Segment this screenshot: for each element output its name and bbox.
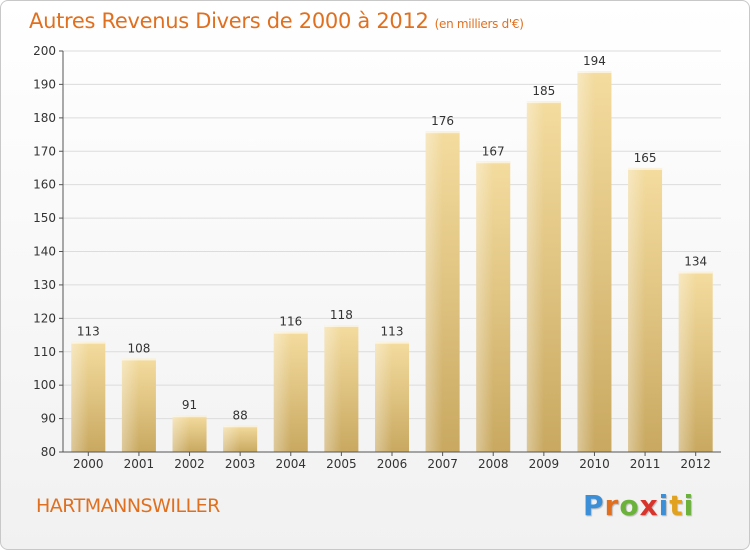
y-tick-label: 140: [33, 245, 56, 259]
logo-letter: i: [683, 489, 695, 522]
bar-highlight: [577, 71, 595, 453]
bar-highlight: [526, 101, 544, 452]
bar-top: [71, 341, 106, 344]
bar-highlight: [223, 425, 241, 452]
y-tick-label: 150: [33, 211, 56, 225]
y-tick-label: 200: [33, 44, 56, 58]
data-label: 167: [482, 144, 505, 158]
chart-title: Autres Revenus Divers de 2000 à 2012 (en …: [29, 9, 524, 33]
chart-subtitle: (en milliers d'€): [434, 17, 524, 31]
logo-letter: r: [604, 489, 620, 522]
data-label: 165: [634, 151, 657, 165]
proxiti-logo[interactable]: Proxiti: [583, 489, 694, 522]
bar-highlight: [678, 271, 696, 452]
x-tick-label: 2009: [529, 457, 560, 471]
bar-highlight: [375, 341, 392, 452]
data-label: 91: [182, 398, 197, 412]
y-tick-label: 190: [33, 77, 56, 91]
y-tick-label: 100: [33, 378, 56, 392]
y-axis: 80 90 100 110 120 130 140 150 160 170 180 190 200: [33, 44, 64, 459]
bar-highlight: [324, 325, 342, 452]
bar-top: [476, 161, 511, 164]
bar-highlight: [121, 358, 139, 452]
bar-top: [324, 325, 359, 328]
x-tick-label: 2008: [478, 457, 509, 471]
x-tick-label: 2002: [174, 457, 205, 471]
x-tick-label: 2003: [225, 457, 256, 471]
y-tick-label: 120: [33, 311, 56, 325]
bar-top: [273, 331, 308, 334]
x-axis: 2000 2001 2002 2003 2004 2005 2006 2007 2008 2009…: [63, 451, 721, 471]
logo-letter: t: [669, 489, 684, 522]
data-label: 113: [77, 325, 100, 339]
y-tick-label: 160: [33, 178, 56, 192]
x-tick-label: 2005: [326, 457, 357, 471]
x-tick-label: 2006: [377, 457, 408, 471]
data-label: 185: [532, 84, 555, 98]
bar-top: [577, 71, 612, 74]
bar-highlight: [71, 341, 89, 452]
data-label: 113: [381, 325, 404, 339]
data-label: 194: [583, 54, 606, 68]
y-tick-label: 110: [33, 345, 56, 359]
x-tick-label: 2011: [630, 457, 661, 471]
y-tick-label: 130: [33, 278, 56, 292]
data-label: 108: [127, 341, 150, 355]
bar-top: [678, 271, 713, 274]
bars: 113 108 91 88 116 118 113 176 167 185 194 165 134: [71, 54, 713, 453]
x-tick-label: 2010: [579, 457, 610, 471]
x-tick-label: 2007: [427, 457, 458, 471]
y-tick-label: 80: [41, 445, 56, 459]
y-tick-label: 90: [41, 412, 56, 426]
data-label: 134: [684, 255, 707, 269]
bar-top: [223, 425, 258, 428]
data-label: 176: [431, 114, 454, 128]
bar-top: [628, 167, 663, 170]
bar-top: [121, 358, 156, 361]
logo-letter: o: [619, 489, 640, 522]
chart-title-text: Autres Revenus Divers de 2000 à 2012: [29, 9, 429, 33]
y-tick-label: 180: [33, 111, 56, 125]
y-tick-label: 170: [33, 144, 56, 158]
logo-letter: i: [658, 489, 670, 522]
x-tick-label: 2012: [680, 457, 711, 471]
bar-highlight: [172, 415, 190, 452]
bar-highlight: [425, 131, 443, 452]
x-tick-label: 2001: [124, 457, 155, 471]
data-label: 118: [330, 308, 353, 322]
x-tick-label: 2000: [73, 457, 104, 471]
data-label: 88: [233, 408, 248, 422]
bar-highlight: [273, 331, 291, 452]
x-tick-label: 2004: [275, 457, 306, 471]
bar-top: [375, 341, 409, 344]
bar-top: [172, 415, 207, 418]
bar-top: [526, 101, 561, 104]
bar-highlight: [476, 161, 494, 452]
commune-name: HARTMANNSWILLER: [36, 495, 220, 517]
bar-highlight: [628, 167, 646, 453]
bar-top: [425, 131, 460, 134]
logo-letter: P: [583, 489, 605, 522]
data-label: 116: [279, 315, 302, 329]
logo-letter: x: [639, 489, 659, 522]
